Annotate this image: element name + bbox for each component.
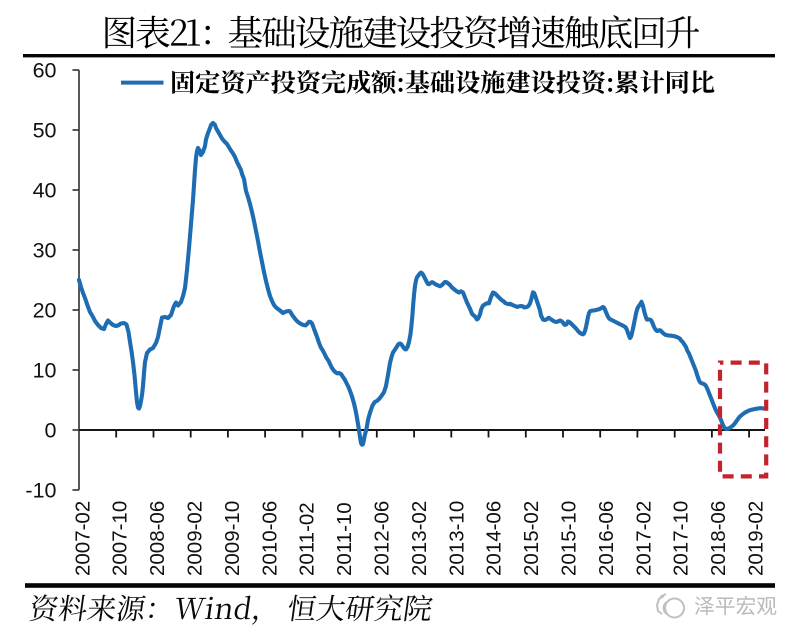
svg-text:2016-06: 2016-06 — [595, 501, 618, 576]
svg-text:50: 50 — [33, 119, 57, 143]
svg-text:2013-02: 2013-02 — [408, 501, 431, 576]
svg-text:2012-06: 2012-06 — [371, 501, 394, 576]
svg-text:2017-02: 2017-02 — [632, 501, 655, 576]
svg-text:2017-10: 2017-10 — [670, 501, 693, 576]
svg-text:2014-06: 2014-06 — [483, 501, 506, 576]
svg-text:20: 20 — [33, 299, 57, 323]
svg-text:2011-10: 2011-10 — [333, 502, 356, 576]
svg-text:2009-10: 2009-10 — [221, 501, 244, 576]
svg-text:2008-06: 2008-06 — [146, 501, 169, 576]
svg-text:-10: -10 — [25, 479, 56, 503]
svg-text:2013-10: 2013-10 — [445, 501, 468, 576]
svg-text:10: 10 — [33, 359, 57, 383]
svg-text:2011-02: 2011-02 — [296, 502, 319, 576]
svg-text:2015-02: 2015-02 — [520, 501, 543, 576]
svg-text:2018-06: 2018-06 — [707, 501, 730, 576]
svg-text:2007-10: 2007-10 — [109, 501, 132, 576]
svg-text:2015-10: 2015-10 — [558, 501, 581, 576]
svg-text:30: 30 — [33, 239, 57, 263]
svg-text:2019-02: 2019-02 — [745, 501, 768, 576]
svg-text:0: 0 — [45, 419, 57, 443]
svg-text:2010-06: 2010-06 — [258, 501, 281, 576]
svg-text:2009-02: 2009-02 — [184, 501, 207, 576]
svg-text:2007-02: 2007-02 — [71, 501, 94, 576]
svg-text:60: 60 — [33, 59, 57, 83]
svg-text:40: 40 — [33, 179, 57, 203]
